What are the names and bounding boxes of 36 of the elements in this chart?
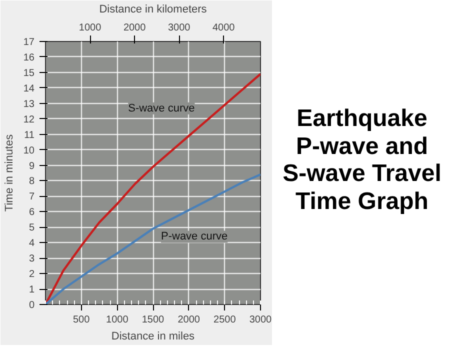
series-label: P-wave curve	[161, 230, 228, 243]
y-tick-label: 17	[23, 37, 35, 48]
series-label: S-wave curve	[128, 102, 195, 114]
y-tick-label: 1	[28, 284, 35, 296]
y-tick-label: 6	[28, 207, 35, 218]
y-tick-label: 2	[28, 269, 35, 280]
y-axis-title: Time in minutes	[3, 134, 16, 212]
x-tick-label: 2000	[178, 314, 200, 326]
x2-tick-label: 3000	[168, 22, 191, 34]
y-tick-label: 15	[23, 68, 35, 79]
x-tick-label: 500	[72, 314, 90, 326]
y-tick-label: 7	[28, 192, 35, 203]
y-tick-label: 13	[23, 98, 35, 110]
y-tick-label: 12	[23, 114, 35, 126]
y-tick-label: 5	[28, 222, 35, 234]
y-tick-label: 14	[23, 83, 35, 94]
text: Earthquake P-wave and S-wave Travel Time Graph	[282, 105, 442, 216]
y-tick-label: 10	[23, 145, 35, 156]
x-tick-label: 1500	[142, 314, 165, 326]
line-series	[46, 173, 260, 304]
y-tick-label: 8	[28, 176, 35, 188]
y-tick-label: 4	[28, 238, 35, 250]
x-tick-label: 3000	[249, 314, 272, 326]
x2-tick-label: 2000	[123, 22, 146, 34]
y-tick-label: 11	[24, 130, 35, 141]
y-tick-label: 0	[28, 300, 35, 311]
x-tick-label: 1000	[106, 314, 129, 326]
x2-tick-label: 4000	[212, 22, 236, 34]
y-tick-label: 3	[28, 254, 35, 265]
x-tick-label: 2500	[214, 314, 236, 326]
y-tick-label: 16	[23, 52, 35, 64]
x-axis-title: Distance in miles	[111, 330, 196, 342]
x2-axis-title: Distance in kilometers	[99, 4, 208, 16]
y-tick-label: 9	[28, 160, 35, 172]
line-series	[46, 72, 260, 304]
x2-tick-label: 1000	[78, 22, 102, 34]
